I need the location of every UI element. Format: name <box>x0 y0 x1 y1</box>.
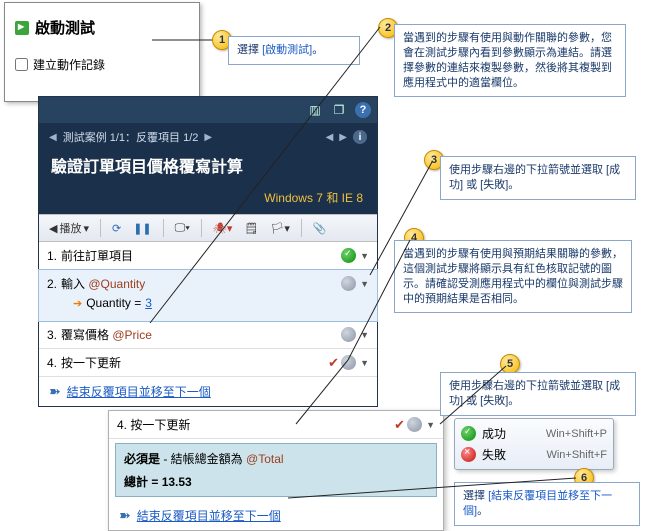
nav-left-icon[interactable]: ◀ <box>326 132 334 143</box>
step-row[interactable]: 3. 覆寫價格 @Price ▼ <box>39 321 377 349</box>
environment-label: Windows 7 和 IE 8 <box>39 185 377 214</box>
attach-icon[interactable]: 📎 <box>309 220 331 237</box>
end-iteration-icon: ➽ <box>119 507 131 524</box>
create-action-log-checkbox[interactable]: 建立動作記錄 <box>15 56 189 73</box>
step-number: 4. <box>117 418 127 432</box>
nav-right-icon[interactable]: ▶ <box>339 132 347 143</box>
prev-icon[interactable]: ◀ <box>49 132 57 143</box>
arrow-icon: ➔ <box>73 297 82 310</box>
total-label: 總計 = <box>124 475 162 489</box>
next-icon[interactable]: ▶ <box>204 132 212 143</box>
expected-result-icon: ✔ <box>328 355 339 371</box>
expected-result-body: 必須是 - 結帳總金額為 @Total 總計 = 13.53 <box>115 443 437 497</box>
help-icon[interactable]: ? <box>355 102 371 118</box>
pass-icon <box>461 426 476 441</box>
case-iteration-label: 測試案例 1/1：反覆項目 1/2 <box>63 129 199 145</box>
param-label: Quantity = <box>86 296 141 310</box>
window-icon[interactable]: ❐ <box>331 102 347 118</box>
pass-fail-popup: 成功 Win+Shift+P 失敗 Win+Shift+F <box>454 418 614 470</box>
step-text: 按一下更新 <box>130 416 394 433</box>
runner-subheader: ◀ 測試案例 1/1：反覆項目 1/2 ▶ ◀ ▶ i <box>39 123 377 147</box>
flag-icon[interactable]: 🏳▾ <box>266 220 294 237</box>
end-iteration-row: ➽ 結束反覆項目並移至下一個 <box>39 377 377 406</box>
fail-icon <box>461 447 476 462</box>
pass-option[interactable]: 成功 Win+Shift+P <box>461 423 607 444</box>
expanded-step-panel: 4. 按一下更新 ✔ ▼ 必須是 - 結帳總金額為 @Total 總計 = 13… <box>108 410 444 531</box>
runner-toolbar: ◀ 播放 ▾ ⟳ ❚❚ 🖵▾ 🕷▾ 🗒 🏳▾ 📎 <box>39 214 377 242</box>
step-row[interactable]: 1. 前往訂單項目 ▼ <box>39 242 377 270</box>
screenshot-icon[interactable]: 🖵▾ <box>171 220 194 237</box>
test-runner-panel: ▥ ❐ ? ◀ 測試案例 1/1：反覆項目 1/2 ▶ ◀ ▶ i 驗證訂單項目… <box>38 96 378 407</box>
pass-label: 成功 <box>482 425 506 442</box>
step-row[interactable]: 2. 輸入 @Quantity ▼ ➔ Quantity = 3 <box>38 269 378 322</box>
play-button[interactable]: ◀ 播放 ▾ <box>45 218 93 238</box>
callout-box-2: 當遇到的步驟有使用與動作關聯的參數，您會在測試步驟內看到參數顯示為連結。請選擇參… <box>394 24 626 97</box>
info-icon[interactable]: i <box>353 130 367 144</box>
end-iteration-row: ➽ 結束反覆項目並移至下一個 <box>109 501 443 530</box>
status-dropdown-icon[interactable]: ▼ <box>426 420 435 430</box>
note-icon[interactable]: 🗒 <box>240 220 262 237</box>
create-action-log-label: 建立動作記錄 <box>33 56 105 73</box>
step-number: 2. <box>47 277 57 291</box>
status-dropdown-icon[interactable]: ▼ <box>360 330 369 340</box>
step-text: 覆寫價格 @Price <box>61 326 341 343</box>
expanded-step-header[interactable]: 4. 按一下更新 ✔ ▼ <box>109 411 443 439</box>
status-dropdown-icon[interactable]: ▼ <box>360 279 369 289</box>
status-active-icon[interactable] <box>341 276 356 291</box>
status-neutral-icon[interactable] <box>407 417 422 432</box>
status-neutral-icon[interactable] <box>341 327 356 342</box>
callout-box-3: 使用步驟右邊的下拉箭號並選取 [成功] 或 [失敗]。 <box>440 156 636 200</box>
pass-shortcut: Win+Shift+P <box>546 428 607 440</box>
status-dropdown-icon[interactable]: ▼ <box>360 251 369 261</box>
runner-header: ▥ ❐ ? <box>39 97 377 123</box>
steps-list: 1. 前往訂單項目 ▼ 2. 輸入 @Quantity ▼ ➔ Quantity… <box>39 242 377 406</box>
step-text: 輸入 @Quantity <box>61 275 341 292</box>
param-value-link[interactable]: 3 <box>145 296 152 310</box>
launch-title: 啟動測試 <box>15 17 189 38</box>
callout-box-5: 使用步驟右邊的下拉箭號並選取 [成功] 或 [失敗]。 <box>440 372 636 416</box>
status-dropdown-icon[interactable]: ▼ <box>360 358 369 368</box>
step-number: 1. <box>47 249 57 263</box>
callout-box-4: 當遇到的步驟有使用與預期結果關聯的參數，這個測試步驟將顯示具有紅色核取記號的圖示… <box>394 240 632 313</box>
step-number: 4. <box>47 356 57 370</box>
expected-result-icon: ✔ <box>394 417 405 433</box>
fail-shortcut: Win+Shift+F <box>546 449 607 461</box>
launch-test-card: 啟動測試 建立動作記錄 <box>4 2 200 102</box>
callout-marker-5: 5 <box>500 354 520 374</box>
must-be-label: 必須是 <box>124 452 160 466</box>
pause-icon[interactable]: ❚❚ <box>129 220 155 237</box>
play-icon <box>15 21 29 35</box>
total-value: 13.53 <box>162 475 192 489</box>
callout-box-1: 選擇 [啟動測試]。 <box>228 36 360 65</box>
bug-icon[interactable]: 🕷▾ <box>209 220 237 237</box>
callout-box-6: 選擇 [結束反覆項目並移至下一個]。 <box>454 482 640 526</box>
step-text: 按一下更新 <box>61 354 328 371</box>
end-iteration-icon: ➽ <box>49 383 61 400</box>
status-pass-icon[interactable] <box>341 248 356 263</box>
reset-icon[interactable]: ⟳ <box>108 220 125 237</box>
step-number: 3. <box>47 328 57 342</box>
create-action-log-input[interactable] <box>15 58 28 71</box>
fail-option[interactable]: 失敗 Win+Shift+F <box>461 444 607 465</box>
status-neutral-icon[interactable] <box>341 355 356 370</box>
end-iteration-link[interactable]: 結束反覆項目並移至下一個 <box>67 383 211 400</box>
end-iteration-link[interactable]: 結束反覆項目並移至下一個 <box>137 507 281 524</box>
step-row[interactable]: 4. 按一下更新 ✔ ▼ <box>39 349 377 377</box>
fail-label: 失敗 <box>482 446 506 463</box>
page-icon[interactable]: ▥ <box>307 102 323 118</box>
launch-title-text: 啟動測試 <box>35 17 95 38</box>
test-title: 驗證訂單項目價格覆寫計算 <box>39 147 377 185</box>
step-text: 前往訂單項目 <box>61 247 341 264</box>
step-parameter: ➔ Quantity = 3 <box>47 292 369 316</box>
